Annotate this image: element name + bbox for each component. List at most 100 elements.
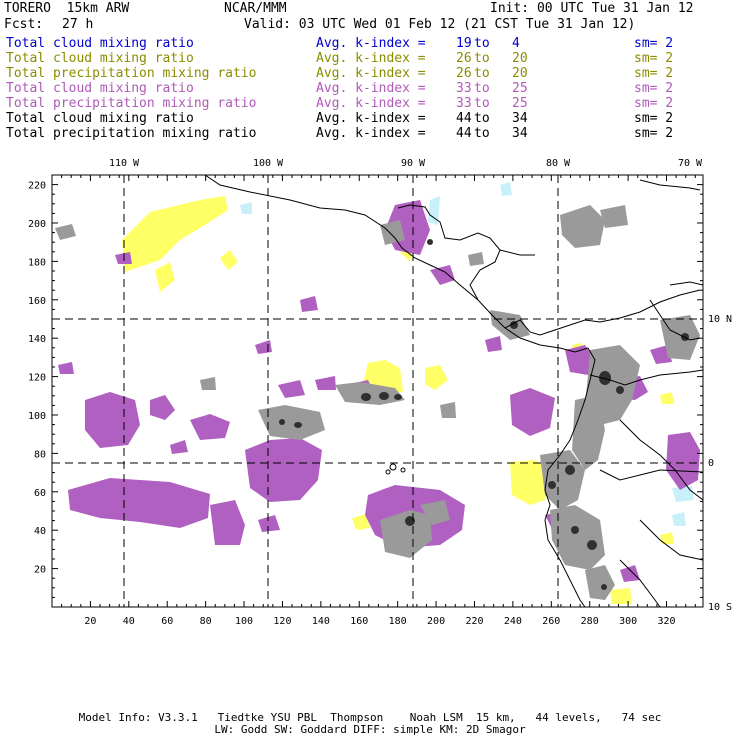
legend-sm-3: sm= 2 (634, 81, 674, 96)
ecuador-border (599, 469, 703, 481)
legend-to-word-3: to (474, 81, 490, 96)
legend-to-word-1: to (474, 51, 490, 66)
legend-name-4: Total precipitation mixing ratio (6, 96, 257, 111)
legend-sm-0: sm= 2 (634, 36, 674, 51)
y-tick-label-200: 200 (28, 219, 46, 230)
x-tick-label-320: 320 (657, 616, 675, 627)
x-tick-label-100: 100 (235, 616, 253, 627)
x-tick-label-80: 80 (200, 616, 212, 627)
lon-label-0: 110 W (109, 158, 140, 169)
field-layer (55, 175, 703, 607)
x-tick-label-120: 120 (273, 616, 291, 627)
y-tick-label-140: 140 (28, 334, 46, 345)
lat-label-0: 10 N (708, 314, 732, 325)
pacific-coast (204, 175, 589, 353)
honduras-coast (499, 249, 535, 256)
lat-label-2: 10 S (708, 602, 732, 613)
lat-label-1: 0 (708, 458, 714, 469)
gray-cloud-areas (55, 205, 700, 600)
init-time: Init: 00 UTC Tue 31 Jan 12 (490, 1, 694, 16)
legend-sm-2: sm= 2 (634, 66, 674, 81)
x-tick-label-280: 280 (581, 616, 599, 627)
plot-frame (51, 174, 704, 608)
legend-kindex-4: Avg. k-index = (316, 96, 426, 111)
west-sa-coast (544, 347, 596, 607)
x-tick-label-180: 180 (389, 616, 407, 627)
x-tick-label-240: 240 (504, 616, 522, 627)
x-tick-label-140: 140 (312, 616, 330, 627)
hispaniola-coast (639, 179, 701, 191)
coastlines (204, 175, 703, 607)
latlon-grid (52, 175, 703, 607)
north-sa-coast (504, 289, 701, 336)
y-tick-label-20: 20 (34, 565, 46, 576)
legend-sm-1: sm= 2 (634, 51, 674, 66)
axis-labels: 220 200 180 160 140 120 100 80 60 40 20 20 40 60 80 100… (28, 158, 732, 627)
y-tick-label-40: 40 (34, 526, 46, 537)
y-tick-label-100: 100 (28, 411, 46, 422)
x-tick-label-260: 260 (542, 616, 560, 627)
legend-from-0: 19 (456, 36, 472, 51)
legend-kindex-6: Avg. k-index = (316, 126, 426, 141)
bolivia-border (639, 519, 703, 561)
legend-to-1: 20 (512, 51, 528, 66)
legend-kindex-0: Avg. k-index = (316, 36, 426, 51)
legend-name-1: Total cloud mixing ratio (6, 51, 194, 66)
legend-name-3: Total cloud mixing ratio (6, 81, 194, 96)
legend-to-word-0: to (474, 36, 490, 51)
legend-from-3: 33 (456, 81, 472, 96)
y-tick-label-180: 180 (28, 257, 46, 268)
legend-to-2: 20 (512, 66, 528, 81)
caribbean-coast (397, 204, 501, 301)
galapagos-island-2 (400, 467, 406, 473)
x-tick-label-40: 40 (123, 616, 135, 627)
lon-label-3: 80 W (546, 158, 571, 169)
legend-kindex-3: Avg. k-index = (316, 81, 426, 96)
legend-to-5: 34 (512, 111, 528, 126)
lon-label-1: 100 W (253, 158, 284, 169)
legend-name-2: Total precipitation mixing ratio (6, 66, 257, 81)
axis-ticks (51, 175, 703, 608)
legend-kindex-2: Avg. k-index = (316, 66, 426, 81)
legend-to-0: 4 (512, 36, 520, 51)
colombia-border (589, 369, 703, 386)
y-tick-label-60: 60 (34, 488, 46, 499)
footer-physics-info: LW: Godd SW: Goddard DIFF: simple KM: 2D… (214, 723, 526, 736)
legend-to-word-2: to (474, 66, 490, 81)
dark-cloud-cores (279, 239, 689, 590)
galapagos-island-3 (385, 469, 391, 475)
lon-label-2: 90 W (401, 158, 426, 169)
legend-sm-6: sm= 2 (634, 126, 674, 141)
x-tick-label-160: 160 (350, 616, 368, 627)
legend-from-1: 26 (456, 51, 472, 66)
legend-kindex-1: Avg. k-index = (316, 51, 426, 66)
x-tick-label-20: 20 (84, 616, 96, 627)
legend-from-5: 44 (456, 111, 472, 126)
y-tick-label-120: 120 (28, 373, 46, 384)
center-label: NCAR/MMM (224, 1, 287, 16)
x-tick-label-60: 60 (161, 616, 173, 627)
venezuela-border (649, 299, 701, 341)
legend-name-5: Total cloud mixing ratio (6, 111, 194, 126)
model-title: TORERO 15km ARW (4, 1, 130, 16)
fcst-value: 27 h (62, 17, 94, 32)
legend-sm-4: sm= 2 (634, 96, 674, 111)
legend-to-6: 34 (512, 126, 528, 141)
legend-to-3: 25 (512, 81, 528, 96)
legend-sm-5: sm= 2 (634, 111, 674, 126)
legend-name-6: Total precipitation mixing ratio (6, 126, 257, 141)
legend-to-word-5: to (474, 111, 490, 126)
legend-kindex-5: Avg. k-index = (316, 111, 426, 126)
legend-from-2: 26 (456, 66, 472, 81)
x-tick-label-200: 200 (427, 616, 445, 627)
y-tick-label-80: 80 (34, 449, 46, 460)
legend-from-6: 44 (456, 126, 472, 141)
legend-from-4: 33 (456, 96, 472, 111)
y-tick-label-160: 160 (28, 296, 46, 307)
south-border (619, 559, 661, 607)
legend-to-4: 25 (512, 96, 528, 111)
antilles-coast (669, 281, 703, 286)
x-tick-label-220: 220 (465, 616, 483, 627)
cyan-cloud-areas (240, 182, 694, 526)
lon-label-4: 70 W (678, 158, 703, 169)
